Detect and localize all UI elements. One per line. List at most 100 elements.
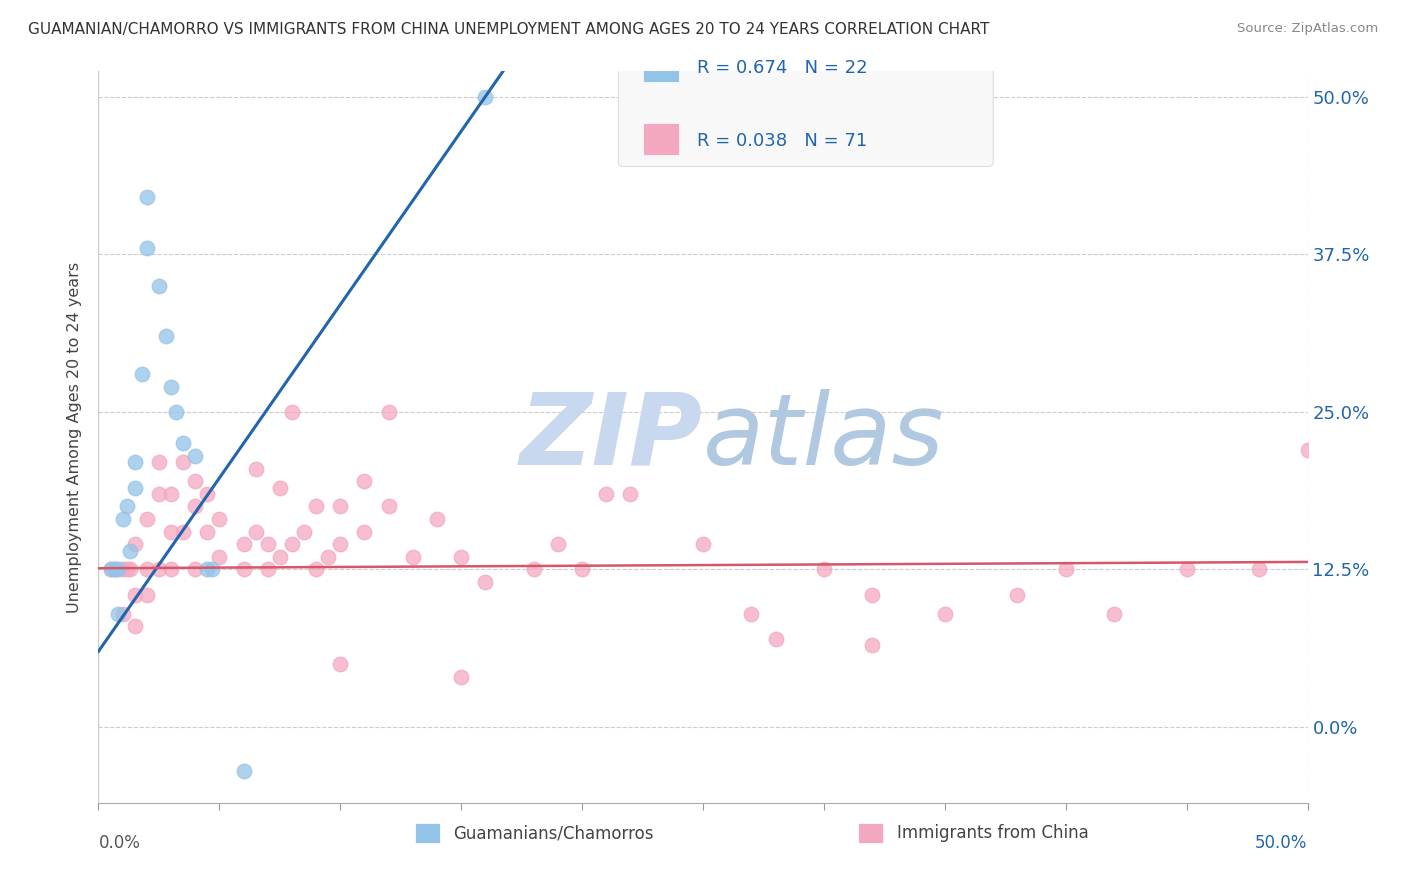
Point <box>135 512 157 526</box>
Point <box>474 89 496 103</box>
Point <box>184 562 207 576</box>
FancyBboxPatch shape <box>619 42 993 167</box>
Point <box>160 524 183 539</box>
Point <box>172 436 194 450</box>
Point <box>377 500 399 514</box>
Point <box>765 632 787 646</box>
Point <box>148 278 170 293</box>
Point <box>450 670 472 684</box>
Point <box>232 764 254 779</box>
Point <box>111 607 134 621</box>
Point <box>860 638 883 652</box>
Point <box>1054 562 1077 576</box>
Text: GUAMANIAN/CHAMORRO VS IMMIGRANTS FROM CHINA UNEMPLOYMENT AMONG AGES 20 TO 24 YEA: GUAMANIAN/CHAMORRO VS IMMIGRANTS FROM CH… <box>28 22 990 37</box>
Point <box>269 549 291 564</box>
Point <box>172 455 194 469</box>
Point <box>165 405 187 419</box>
Point <box>353 524 375 539</box>
Point <box>1249 562 1271 576</box>
Point <box>329 537 352 551</box>
Point <box>860 588 883 602</box>
Point <box>148 562 170 576</box>
Point <box>245 524 267 539</box>
Point <box>329 657 352 671</box>
Point <box>305 562 328 576</box>
Point <box>208 512 231 526</box>
Point <box>172 524 194 539</box>
Point <box>201 562 224 576</box>
Point <box>104 562 127 576</box>
Point <box>571 562 593 576</box>
Point <box>135 190 157 204</box>
Point <box>124 619 146 633</box>
Point <box>232 537 254 551</box>
Point <box>245 461 267 475</box>
Point <box>124 455 146 469</box>
Point <box>232 562 254 576</box>
Point <box>547 537 569 551</box>
Point <box>934 607 956 621</box>
Point <box>160 562 183 576</box>
Point <box>329 500 352 514</box>
Point <box>595 487 617 501</box>
Point <box>184 474 207 488</box>
Point <box>426 512 449 526</box>
Point <box>118 562 141 576</box>
Point <box>124 481 146 495</box>
Point <box>100 562 122 576</box>
FancyBboxPatch shape <box>643 122 679 155</box>
Point <box>100 562 122 576</box>
Point <box>184 449 207 463</box>
Point <box>107 562 129 576</box>
Text: R = 0.674   N = 22: R = 0.674 N = 22 <box>697 59 868 77</box>
Point <box>813 562 835 576</box>
Text: ZIP: ZIP <box>520 389 703 485</box>
Point <box>692 537 714 551</box>
Point <box>118 543 141 558</box>
Point <box>740 607 762 621</box>
Point <box>184 500 207 514</box>
Point <box>1296 442 1319 457</box>
FancyBboxPatch shape <box>643 49 679 82</box>
Text: 0.0%: 0.0% <box>98 834 141 852</box>
Point <box>104 562 127 576</box>
Point <box>353 474 375 488</box>
Point <box>107 607 129 621</box>
Point <box>124 588 146 602</box>
Point <box>305 500 328 514</box>
Point <box>269 481 291 495</box>
Point <box>160 379 183 393</box>
Point <box>208 549 231 564</box>
Point <box>402 549 425 564</box>
Text: Guamanians/Chamorros: Guamanians/Chamorros <box>453 824 654 842</box>
Point <box>281 405 304 419</box>
Point <box>1175 562 1198 576</box>
Point <box>155 329 177 343</box>
Point <box>1007 588 1029 602</box>
Point <box>135 588 157 602</box>
Text: 50.0%: 50.0% <box>1256 834 1308 852</box>
Point <box>148 487 170 501</box>
Point <box>619 487 641 501</box>
Text: atlas: atlas <box>703 389 945 485</box>
Text: R = 0.038   N = 71: R = 0.038 N = 71 <box>697 132 868 150</box>
Point <box>195 524 218 539</box>
Point <box>111 562 134 576</box>
Point <box>292 524 315 539</box>
Point <box>135 241 157 255</box>
Point <box>148 455 170 469</box>
Point <box>474 575 496 590</box>
Point <box>195 562 218 576</box>
Point <box>111 512 134 526</box>
Point <box>281 537 304 551</box>
Point <box>131 367 153 381</box>
Point <box>316 549 339 564</box>
Point <box>450 549 472 564</box>
Text: Source: ZipAtlas.com: Source: ZipAtlas.com <box>1237 22 1378 36</box>
Y-axis label: Unemployment Among Ages 20 to 24 years: Unemployment Among Ages 20 to 24 years <box>67 261 83 613</box>
Point <box>256 537 278 551</box>
Point <box>256 562 278 576</box>
Point <box>1102 607 1125 621</box>
Point <box>135 562 157 576</box>
Point <box>195 487 218 501</box>
